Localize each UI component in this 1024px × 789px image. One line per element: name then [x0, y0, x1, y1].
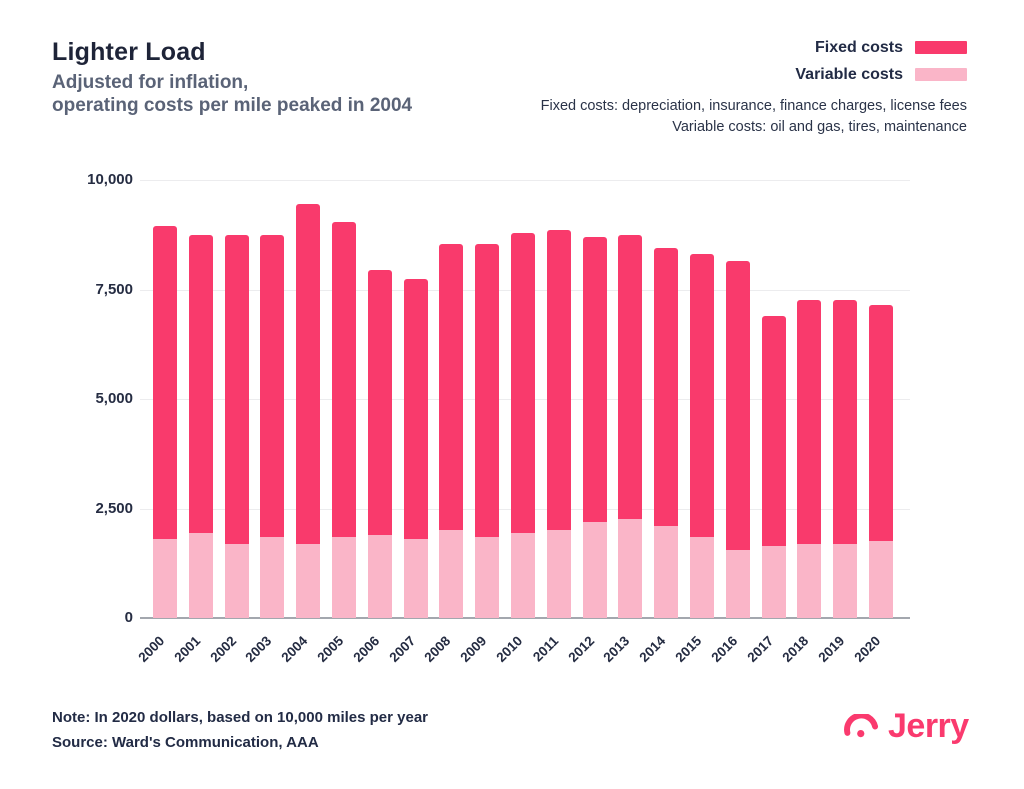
bar-variable-2002: [224, 543, 249, 618]
bar-variable-2014: [654, 526, 679, 618]
legend-label-fixed: Fixed costs: [814, 38, 903, 56]
x-axis-label-2015: 2015: [672, 633, 705, 666]
legend-row-variable: Variable costs: [541, 65, 967, 84]
bar-fixed-2007: [403, 278, 428, 540]
x-axis-line: [140, 617, 910, 619]
x-axis-label-2004: 2004: [278, 633, 311, 666]
bar-variable-2009: [475, 536, 500, 618]
bar-fixed-2009: [475, 243, 500, 537]
bar-fixed-2006: [367, 269, 392, 535]
x-axis-label-2001: 2001: [171, 633, 204, 666]
legend-swatch-fixed: [915, 41, 967, 54]
legend-descriptions: Fixed costs: depreciation, insurance, fi…: [541, 96, 967, 138]
bar-fixed-2003: [260, 234, 285, 537]
x-axis-label-2007: 2007: [386, 633, 418, 666]
bar-variable-2001: [188, 532, 213, 618]
bar-fixed-2017: [761, 315, 786, 546]
bar-fixed-2015: [690, 254, 714, 537]
bar-fixed-2010: [511, 232, 535, 533]
jerry-arc-icon: [844, 714, 879, 739]
source-text: Source: Ward's Communication, AAA: [52, 734, 319, 751]
chart-subtitle-line1: Adjusted for inflation,: [52, 72, 249, 93]
x-axis-label-2005: 2005: [314, 633, 347, 666]
legend-swatch-variable: [915, 68, 967, 81]
y-axis-label-5000: 5,000: [95, 390, 133, 407]
bar-fixed-2016: [725, 261, 750, 551]
bar-fixed-2004: [296, 204, 321, 544]
bar-variable-2010: [511, 532, 535, 618]
bar-variable-2003: [260, 536, 285, 618]
bar-variable-2018: [797, 543, 822, 618]
bar-variable-2011: [546, 530, 571, 618]
bar-variable-2020: [869, 541, 893, 618]
bar-variable-2007: [403, 539, 428, 618]
chart-legend: Fixed costs Variable costs Fixed costs: …: [541, 38, 967, 138]
bar-variable-2016: [725, 550, 750, 618]
x-axis-label-2016: 2016: [708, 633, 741, 666]
y-axis-label-2500: 2,500: [95, 499, 133, 517]
bar-variable-2012: [582, 521, 607, 618]
note-text: Note: In 2020 dollars, based on 10,000 m…: [52, 709, 429, 726]
bar-fixed-2014: [654, 247, 679, 526]
x-axis-label-2006: 2006: [350, 633, 383, 666]
chart-subtitle-line2: operating costs per mile peaked in 2004: [52, 95, 413, 116]
bar-fixed-2002: [224, 234, 249, 544]
x-axis-label-2003: 2003: [242, 633, 275, 666]
bar-fixed-2011: [546, 230, 571, 531]
legend-row-fixed: Fixed costs: [541, 38, 967, 57]
x-axis-label-2012: 2012: [565, 633, 597, 666]
bar-fixed-2012: [582, 236, 607, 522]
bar-fixed-2005: [332, 221, 356, 537]
bar-variable-2015: [690, 536, 714, 618]
bar-fixed-2001: [188, 234, 213, 533]
x-axis-label-2020: 2020: [851, 633, 884, 666]
bar-variable-2005: [332, 536, 356, 618]
x-axis-label-2002: 2002: [207, 633, 239, 666]
legend-label-variable: Variable costs: [795, 65, 903, 83]
bar-variable-2006: [367, 534, 392, 618]
y-axis-label-7500: 7,500: [95, 280, 133, 298]
x-axis-label-2000: 2000: [135, 633, 168, 666]
x-axis-label-2009: 2009: [457, 633, 490, 666]
gridline-10000: [140, 180, 910, 181]
bar-fixed-2020: [869, 304, 893, 542]
bar-fixed-2000: [153, 225, 177, 540]
x-axis-label-2017: 2017: [744, 633, 776, 666]
x-axis-label-2008: 2008: [421, 633, 454, 666]
x-axis-label-2010: 2010: [493, 633, 526, 666]
footer-notes: Note: In 2020 dollars, based on 10,000 m…: [52, 705, 428, 755]
y-axis-label-0: 0: [124, 609, 133, 626]
chart-subtitle: Adjusted for inflation, operating costs …: [52, 71, 412, 117]
bar-variable-2000: [153, 539, 177, 618]
bar-fixed-2019: [833, 300, 858, 544]
bar-fixed-2013: [618, 234, 643, 520]
bar-variable-2008: [439, 530, 464, 618]
bar-fixed-2008: [439, 243, 464, 531]
legend-desc-variable: Variable costs: oil and gas, tires, main…: [672, 119, 967, 135]
page-title: Lighter Load: [52, 38, 206, 66]
x-axis-label-2013: 2013: [600, 633, 633, 666]
legend-desc-fixed: Fixed costs: depreciation, insurance, fi…: [540, 98, 967, 114]
y-axis-label-10000: 10,000: [87, 171, 133, 188]
bar-fixed-2018: [797, 300, 822, 544]
bar-variable-2017: [761, 545, 786, 618]
x-axis-label-2011: 2011: [529, 633, 562, 665]
bar-variable-2019: [833, 543, 858, 618]
x-axis-label-2019: 2019: [815, 633, 848, 666]
jerry-logo: Jerry: [844, 707, 969, 746]
x-axis-label-2018: 2018: [779, 633, 812, 666]
jerry-wordmark: Jerry: [888, 707, 969, 745]
x-axis-label-2014: 2014: [636, 633, 669, 666]
bar-variable-2004: [296, 543, 321, 618]
bar-variable-2013: [618, 519, 643, 618]
